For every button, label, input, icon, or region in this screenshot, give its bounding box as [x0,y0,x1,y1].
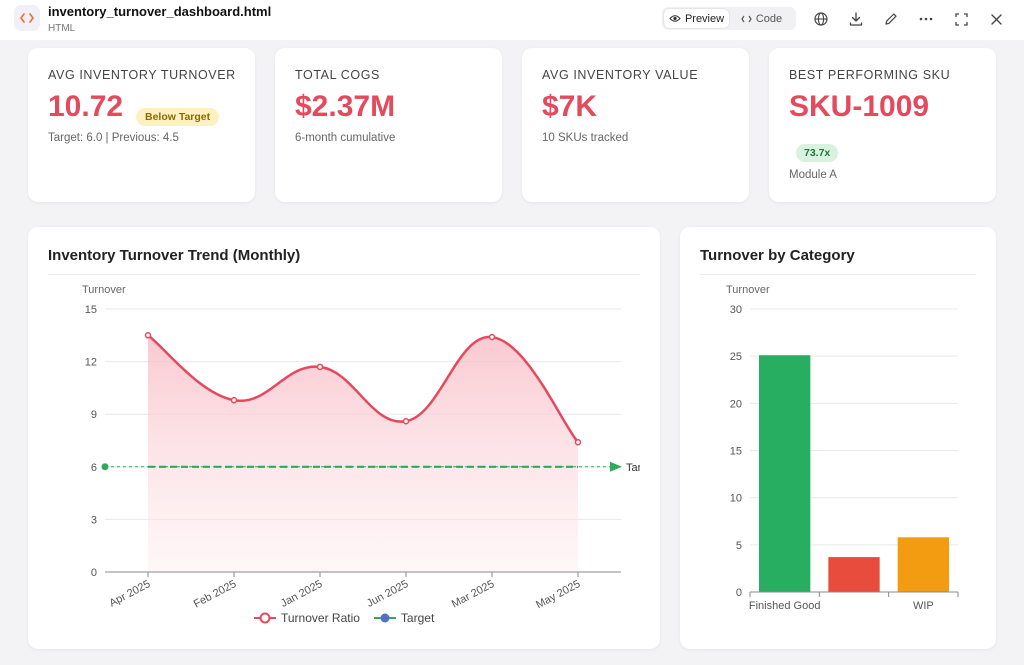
turnover-point[interactable] [316,363,324,371]
pencil-icon[interactable] [881,9,901,29]
category-chart: Turnover 0 5 10 15 20 25 30 Finished Good WIP [726,284,959,612]
kpi-value: $7K [542,90,598,123]
kpi-subtext: 10 SKUs tracked [542,132,629,144]
target-markline-start [101,463,109,471]
y-tick-label: 6 [91,462,97,474]
globe-icon[interactable] [811,9,831,29]
y-tick-label: 3 [91,514,97,526]
code-tab[interactable]: Code [729,9,794,28]
x-tick-label: Apr 2025 [107,578,152,610]
legend-label: Target [400,611,435,625]
file-type: HTML [48,23,76,34]
kpi-card-inventory-value: AVG INVENTORY VALUE $7K 10 SKUs tracked [522,48,749,202]
y-axis-title: Turnover [726,284,770,296]
y-tick-label: 30 [730,304,742,316]
x-tick-label: Finished Good [749,600,821,612]
trend-chart-title: Inventory Turnover Trend (Monthly) [48,247,301,264]
category-bar[interactable] [897,537,949,592]
x-tick-label: Feb 2025 [192,578,239,610]
trend-chart: Turnover Target 0 3 6 9 12 15 Apr 2025 Feb 2025… [82,284,657,611]
kpi-label: AVG INVENTORY VALUE [542,68,699,82]
status-badge: Below Target [136,108,220,126]
y-tick-label: 10 [730,493,742,505]
category-chart-title: Turnover by Category [700,247,855,264]
chart-legend: Turnover Ratio Target [254,611,434,625]
kpi-label: BEST PERFORMING SKU [789,68,951,82]
legend-target[interactable]: Target [373,611,435,625]
y-tick-label: 0 [736,587,742,599]
x-tick-label: Mar 2025 [450,578,497,610]
y-tick-label: 5 [736,540,742,552]
y-tick-label: 0 [91,567,97,579]
fullscreen-icon[interactable] [951,9,971,29]
kpi-subtext: Target: 6.0 | Previous: 4.5 [48,132,179,144]
turnover-point[interactable] [402,417,410,425]
turnover-ratio-line [147,334,579,444]
x-tick-label: WIP [913,600,934,612]
x-tick-label: Jan 2025 [279,578,325,610]
category-bar[interactable] [759,355,811,592]
legend-turnover-ratio[interactable]: Turnover Ratio [254,611,360,625]
code-brackets-icon [741,15,752,22]
code-icon [14,5,40,31]
kpi-value: 10.72 [48,90,124,123]
kpi-label: AVG INVENTORY TURNOVER [48,68,236,82]
download-icon[interactable] [846,9,866,29]
target-arrow [610,461,622,472]
close-icon[interactable] [986,9,1006,29]
divider [48,274,640,275]
kpi-value: SKU-1009 [789,90,930,123]
view-toggle: Preview Code [662,7,796,30]
more-icon[interactable] [916,9,936,29]
x-tick-label: Jun 2025 [365,578,411,610]
kpi-card-best-sku: BEST PERFORMING SKU SKU-1009 73.7x Modul… [769,48,996,202]
y-axis-title: Turnover [82,284,126,296]
turnover-point[interactable] [488,333,496,341]
kpi-card-cogs: TOTAL COGS $2.37M 6-month cumulative [275,48,502,202]
target-markline-label: Target [626,462,657,474]
legend-label: Turnover Ratio [281,611,360,625]
kpi-label: TOTAL COGS [295,68,380,82]
y-tick-label: 25 [730,351,742,363]
eye-icon [669,15,681,22]
category-bar[interactable] [828,557,880,592]
category-chart-panel: Turnover by Category Turnover 0 5 10 15 20 25… [680,227,996,649]
file-title: inventory_turnover_dashboard.html [48,4,272,19]
preview-tab[interactable]: Preview [664,9,729,28]
preview-label: Preview [684,12,725,25]
turnover-point[interactable] [230,396,238,404]
trend-chart-panel: Inventory Turnover Trend (Monthly) Turno… [28,227,660,649]
y-tick-label: 15 [85,304,97,316]
divider [700,274,976,275]
kpi-subtext: Module A [789,169,837,181]
y-tick-label: 20 [730,398,742,410]
code-label: Code [755,12,783,25]
kpi-value: $2.37M [295,90,396,123]
y-tick-label: 15 [730,446,742,458]
turnover-area [148,335,578,572]
x-tick-label: May 2025 [534,578,582,611]
top-bar: inventory_turnover_dashboard.html HTML P… [0,0,1024,40]
sku-turnover-badge: 73.7x [796,144,839,162]
y-tick-label: 9 [91,409,97,421]
turnover-point[interactable] [574,439,582,446]
turnover-point[interactable] [144,332,152,339]
y-tick-label: 12 [85,357,97,369]
kpi-card-turnover: AVG INVENTORY TURNOVER 10.72 Below Targe… [28,48,255,202]
kpi-subtext: 6-month cumulative [295,132,396,144]
